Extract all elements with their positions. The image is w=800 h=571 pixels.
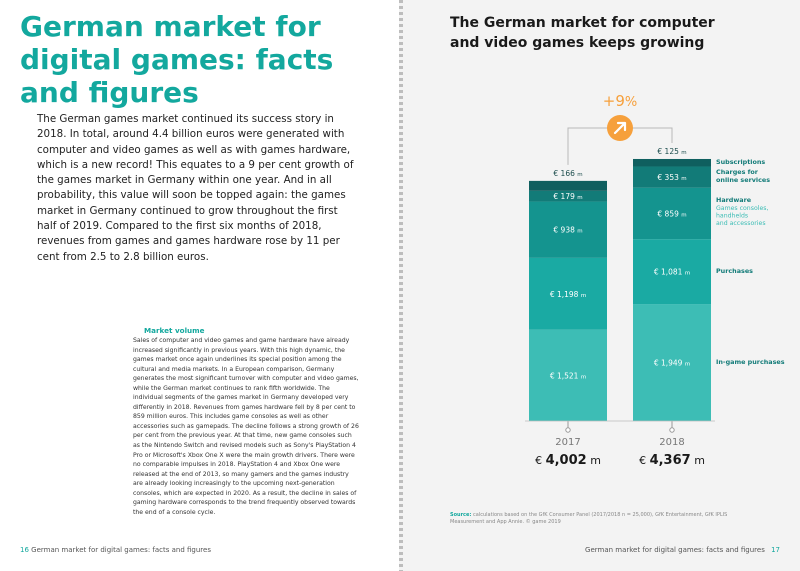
legend-subtitle: Games consoles, bbox=[716, 205, 768, 212]
source-text: calculations based on the GfK Consumer P… bbox=[450, 512, 728, 525]
bar-segment-2018-in-game-purchases bbox=[633, 304, 711, 421]
footer-left-text: German market for digital games: facts a… bbox=[31, 546, 211, 554]
legend-title: Subscriptions bbox=[716, 158, 765, 166]
footer-right: German market for digital games: facts a… bbox=[585, 546, 780, 554]
axis-tick-marker bbox=[669, 427, 675, 433]
chart-title-line: The German market for computer bbox=[450, 15, 715, 31]
stacked-bar-chart: € 1,521 m € 1,198 m € 938 m € 179 m € 166 m 2… bbox=[525, 92, 785, 468]
segment-value-label-top: € 166 m bbox=[553, 169, 582, 178]
market-volume-body: Sales of computer and video games and ga… bbox=[133, 337, 359, 516]
segment-value-label: € 1,949 m bbox=[654, 359, 690, 368]
legend-subtitle: and accessories bbox=[716, 220, 766, 227]
segment-value-label: € 1,081 m bbox=[654, 268, 690, 277]
bar-segment-2017-purchases bbox=[529, 257, 607, 330]
page-spine bbox=[399, 0, 403, 571]
x-tick-label: 2017 bbox=[555, 437, 580, 448]
segment-value-label: € 859 m bbox=[657, 209, 686, 218]
chart-source: Source: calculations based on the GfK Co… bbox=[450, 512, 750, 525]
segment-value-label: € 353 m bbox=[657, 173, 686, 182]
footer-left: 16 German market for digital games: fact… bbox=[20, 546, 211, 554]
legend-subtitle: handhelds bbox=[716, 213, 748, 220]
page-heading: German market for digital games: facts a… bbox=[20, 10, 390, 109]
market-volume-title: Market volume bbox=[144, 326, 205, 335]
bar-segment-2017-charges-for-online-services bbox=[529, 190, 607, 202]
x-tick-label: 2018 bbox=[659, 437, 684, 448]
axis-tick-marker bbox=[565, 427, 571, 433]
left-page bbox=[0, 0, 400, 571]
legend-title: In-game purchases bbox=[716, 358, 785, 366]
legend-title: Purchases bbox=[716, 267, 753, 275]
total-label: € 4,002 m bbox=[535, 453, 601, 468]
heading-line: digital games: facts bbox=[20, 43, 334, 76]
heading-line: and figures bbox=[20, 76, 199, 109]
bar-segment-2017-subscriptions bbox=[529, 180, 607, 191]
segment-value-label: € 1,198 m bbox=[550, 290, 586, 299]
footer-right-page-number: 17 bbox=[771, 546, 780, 554]
legend-title: Charges for bbox=[716, 168, 759, 176]
bar-segment-2017-hardware bbox=[529, 201, 607, 258]
segment-value-label-top: € 125 m bbox=[657, 147, 686, 156]
chart-title-line: and video games keeps growing bbox=[450, 35, 705, 51]
bar-segment-2018-charges-for-online-services bbox=[633, 166, 711, 188]
bar-segment-2018-subscriptions bbox=[633, 158, 711, 167]
segment-value-label: € 179 m bbox=[553, 192, 582, 201]
bar-segment-2017-in-game-purchases bbox=[529, 329, 607, 421]
growth-label: +9% bbox=[603, 92, 637, 110]
footer-left-page-number: 16 bbox=[20, 546, 29, 554]
intro-paragraph: The German games market continued its su… bbox=[37, 113, 354, 263]
total-label: € 4,367 m bbox=[639, 453, 705, 468]
chart-title: The German market for computer and video… bbox=[450, 13, 780, 53]
segment-value-label: € 1,521 m bbox=[550, 371, 586, 380]
bar-segment-2018-purchases bbox=[633, 239, 711, 305]
source-label: Source: bbox=[450, 512, 472, 518]
heading-line: German market for bbox=[20, 10, 321, 43]
legend-title: Hardware bbox=[716, 196, 752, 204]
bar-segment-2018-hardware bbox=[633, 187, 711, 240]
legend-title: online services bbox=[716, 176, 770, 184]
segment-value-label: € 938 m bbox=[553, 226, 582, 235]
arrow-up-right-icon bbox=[613, 121, 627, 135]
footer-right-text: German market for digital games: facts a… bbox=[585, 546, 765, 554]
